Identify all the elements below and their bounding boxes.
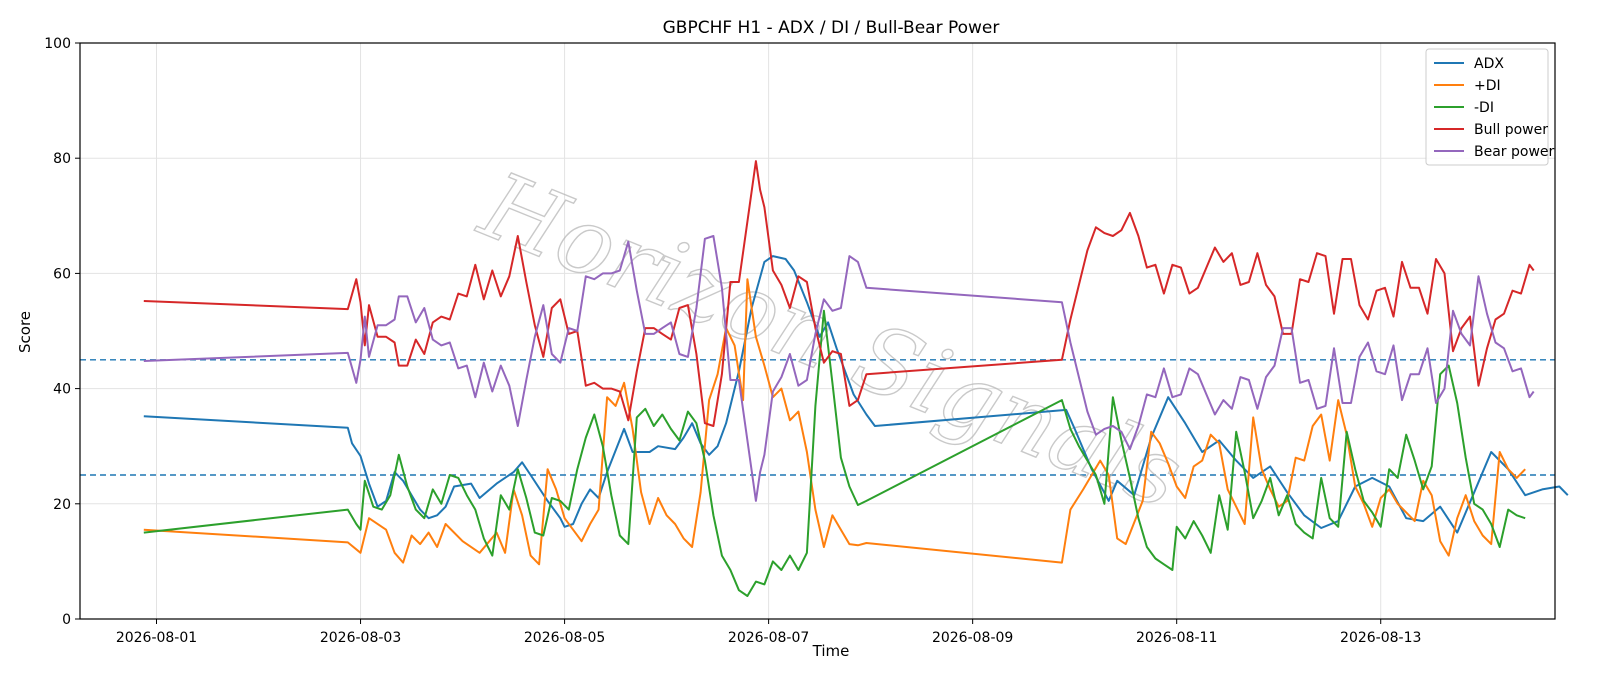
legend-label: Bull power	[1474, 122, 1548, 138]
legend-label: +DI	[1474, 78, 1501, 94]
x-axis-ticks: 2026-08-01 2026-08-03 2026-08-05 2026-08-07…	[116, 619, 1421, 646]
x-tick-label: 2026-08-01	[116, 630, 197, 646]
legend: ADX +DI -DI Bull power Bear power	[1425, 48, 1555, 166]
x-tick-label: 2026-08-03	[320, 630, 401, 646]
x-axis-label: Time	[812, 642, 850, 660]
x-tick-label: 2026-08-09	[932, 630, 1013, 646]
legend-label: Bear power	[1474, 144, 1555, 160]
y-axis-ticks: 0 20 40 60 80 100	[44, 36, 80, 628]
x-tick-label: 2026-08-11	[1136, 630, 1217, 646]
legend-label: ADX	[1474, 56, 1504, 72]
y-tick-label: 100	[44, 36, 71, 52]
y-axis-label: Score	[16, 311, 34, 353]
x-tick-label: 2026-08-07	[728, 630, 809, 646]
series-line-di	[143, 309, 1526, 597]
legend-label: -DI	[1474, 100, 1494, 116]
y-tick-label: 20	[53, 497, 71, 513]
y-tick-label: 80	[53, 151, 71, 167]
plot-frame	[79, 42, 1556, 620]
series-lines	[143, 160, 1569, 597]
legend-box	[1425, 48, 1549, 166]
watermark-text: Horizon Signals	[465, 151, 1196, 529]
x-tick-label: 2026-08-05	[524, 630, 605, 646]
chart-title: GBPCHF H1 - ADX / DI / Bull-Bear Power	[663, 18, 1000, 38]
x-tick-label: 2026-08-13	[1340, 630, 1421, 646]
y-tick-label: 0	[62, 612, 71, 628]
y-tick-label: 40	[53, 382, 71, 398]
series-line-bear-power	[143, 235, 1535, 502]
watermark: Horizon Signals	[465, 150, 1198, 530]
threshold-lines	[80, 359, 1555, 476]
series-line-di	[143, 278, 1526, 566]
series-line-bull-power	[143, 160, 1535, 427]
y-tick-label: 60	[53, 266, 71, 282]
